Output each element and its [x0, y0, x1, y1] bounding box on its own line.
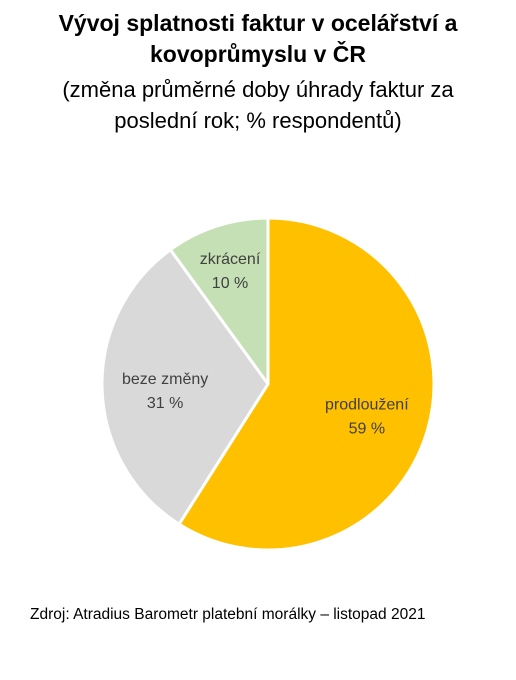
chart-title-line-1: Vývoj splatnosti faktur v ocelářství a: [58, 10, 458, 36]
pie-slice-1: [100, 248, 270, 526]
slice-value-0: 59 %: [349, 421, 385, 438]
chart-title: Vývoj splatnosti faktur v ocelářství a k…: [0, 8, 516, 70]
source-note: Zdroj: Atradius Barometr platební morálk…: [30, 606, 426, 623]
slice-label-2: zkrácení: [200, 251, 261, 268]
chart-title-line-2: kovoprůmyslu v ČR: [150, 41, 366, 67]
slice-value-1: 31 %: [147, 395, 183, 412]
chart-subtitle-line-1: (změna průměrné doby úhrady faktur za: [62, 77, 454, 102]
slice-label-1: beze změny: [122, 371, 208, 388]
slice-value-2: 10 %: [212, 275, 248, 292]
pie-slice-0: [177, 216, 436, 552]
slice-label-0: prodloužení: [325, 397, 409, 414]
chart-subtitle-line-2: poslední rok; % respondentů): [114, 108, 402, 133]
chart-subtitle: (změna průměrné doby úhrady faktur za po…: [0, 74, 516, 136]
pie-slice-2: [168, 216, 270, 386]
